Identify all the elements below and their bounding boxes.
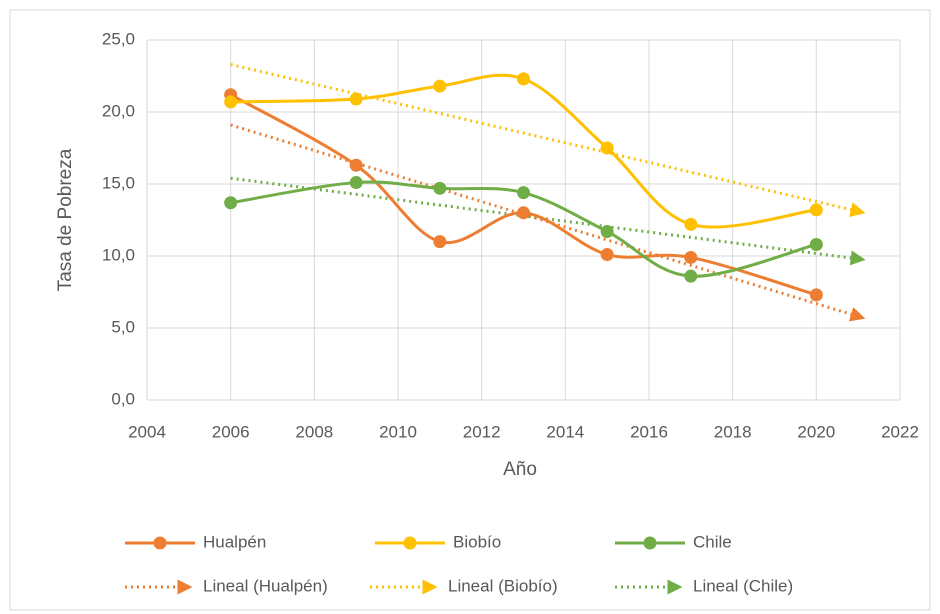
- point: [600, 141, 614, 155]
- point: [517, 206, 530, 220]
- legend-label: Lineal (Chile): [693, 576, 793, 595]
- x-tick-label: 2018: [714, 422, 752, 441]
- legend-label: Biobío: [453, 532, 501, 551]
- x-tick-label: 2022: [881, 422, 919, 441]
- x-tick-label: 2014: [546, 422, 584, 441]
- legend-marker: [403, 536, 417, 550]
- point: [349, 176, 363, 190]
- point: [684, 269, 698, 283]
- point: [600, 248, 614, 262]
- trendline: [230, 123, 866, 322]
- chart-border: [9, 9, 931, 611]
- x-tick-label: 2004: [128, 422, 166, 441]
- point: [349, 92, 363, 106]
- x-tick-label: 2016: [630, 422, 668, 441]
- y-tick-label: 10,0: [102, 245, 135, 264]
- point: [809, 203, 823, 217]
- y-tick-label: 5,0: [111, 317, 135, 336]
- legend-label: Hualpén: [203, 532, 266, 551]
- x-tick-label: 2010: [379, 422, 417, 441]
- point: [433, 79, 447, 93]
- point: [224, 196, 238, 210]
- x-tick-label: 2012: [463, 422, 501, 441]
- point: [684, 250, 698, 264]
- y-tick-label: 15,0: [102, 173, 135, 192]
- y-tick-label: 20,0: [102, 101, 135, 120]
- legend-label: Lineal (Biobío): [448, 576, 558, 595]
- legend-label: Chile: [693, 532, 732, 551]
- x-tick-label: 2008: [295, 422, 333, 441]
- point: [809, 288, 823, 302]
- point: [224, 95, 238, 109]
- x-tick-label: 2006: [212, 422, 250, 441]
- y-tick-label: 25,0: [102, 29, 135, 48]
- point: [600, 225, 614, 239]
- legend-marker: [643, 536, 657, 550]
- point: [517, 186, 530, 200]
- point: [809, 237, 823, 251]
- x-axis-title: Año: [503, 459, 537, 480]
- y-axis-title: Tasa de Pobreza: [55, 148, 76, 291]
- point: [517, 72, 530, 86]
- point: [349, 158, 363, 172]
- legend-label: Lineal (Hualpén): [203, 576, 328, 595]
- legend-marker: [153, 536, 167, 550]
- point: [433, 181, 447, 195]
- point: [684, 217, 698, 231]
- point: [433, 235, 447, 249]
- x-tick-label: 2020: [797, 422, 835, 441]
- y-tick-label: 0,0: [111, 389, 135, 408]
